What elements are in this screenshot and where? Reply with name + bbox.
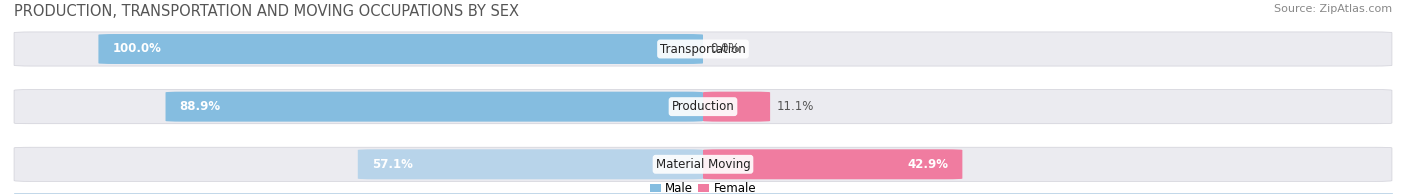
Text: 0.0%: 0.0% [710, 43, 740, 55]
Text: 11.1%: 11.1% [778, 100, 814, 113]
Text: 100.0%: 100.0% [112, 43, 162, 55]
FancyBboxPatch shape [98, 34, 703, 64]
FancyBboxPatch shape [703, 92, 770, 122]
Text: 100.0%: 100.0% [1347, 195, 1392, 196]
Text: Transportation: Transportation [661, 43, 745, 55]
Text: 88.9%: 88.9% [180, 100, 221, 113]
Text: 100.0%: 100.0% [14, 195, 59, 196]
Legend: Male, Female: Male, Female [645, 177, 761, 196]
FancyBboxPatch shape [14, 32, 1392, 66]
Text: 57.1%: 57.1% [371, 158, 413, 171]
FancyBboxPatch shape [703, 149, 962, 179]
FancyBboxPatch shape [166, 92, 703, 122]
Text: Production: Production [672, 100, 734, 113]
Text: Material Moving: Material Moving [655, 158, 751, 171]
FancyBboxPatch shape [14, 90, 1392, 124]
Text: 42.9%: 42.9% [907, 158, 948, 171]
Text: PRODUCTION, TRANSPORTATION AND MOVING OCCUPATIONS BY SEX: PRODUCTION, TRANSPORTATION AND MOVING OC… [14, 4, 519, 19]
FancyBboxPatch shape [357, 149, 703, 179]
FancyBboxPatch shape [14, 147, 1392, 181]
Text: Source: ZipAtlas.com: Source: ZipAtlas.com [1274, 4, 1392, 14]
